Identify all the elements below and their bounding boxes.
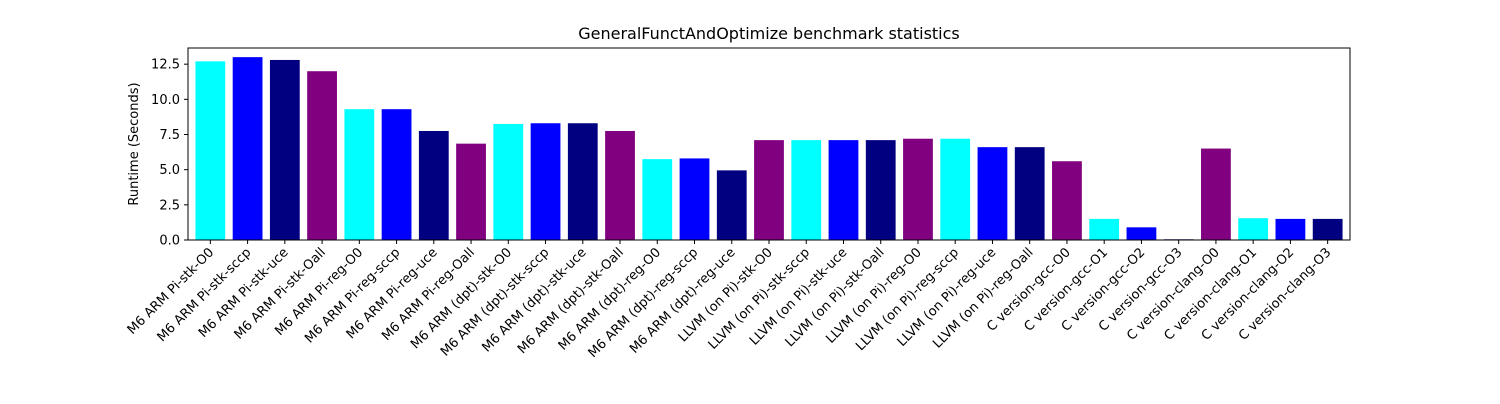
bar [493, 123, 524, 240]
y-tick-label: 10.0 [151, 93, 180, 108]
bar [195, 61, 226, 240]
bar [679, 158, 710, 240]
chart-title: GeneralFunctAndOptimize benchmark statis… [578, 24, 960, 43]
bar [716, 170, 747, 240]
bar [1312, 218, 1343, 240]
y-tick-label: 7.5 [159, 128, 180, 143]
bar [1014, 147, 1045, 240]
bar [1089, 218, 1120, 240]
bar [418, 130, 449, 240]
bar [1052, 161, 1082, 240]
bar [456, 143, 486, 240]
bar [567, 123, 598, 240]
bar [754, 140, 784, 240]
bar [977, 147, 1008, 240]
bar [1238, 218, 1269, 240]
bar [344, 109, 375, 240]
bar [940, 138, 971, 240]
bar [530, 123, 561, 240]
bar [307, 71, 337, 241]
bar [903, 138, 933, 240]
bar [381, 109, 412, 240]
bar [605, 130, 635, 240]
bar [865, 140, 896, 240]
bar [232, 57, 263, 240]
bar [269, 59, 300, 241]
y-tick-label: 0.0 [159, 234, 180, 249]
bar [1275, 218, 1306, 240]
y-tick-label: 5.0 [159, 163, 180, 178]
bar [791, 140, 822, 240]
bar [642, 159, 673, 240]
y-tick-label: 2.5 [159, 198, 180, 213]
bar [828, 140, 859, 240]
y-tick-label: 12.5 [151, 58, 180, 73]
bar [1126, 227, 1157, 240]
y-axis-label: Runtime (Seconds) [127, 82, 142, 205]
bar [1201, 148, 1231, 240]
